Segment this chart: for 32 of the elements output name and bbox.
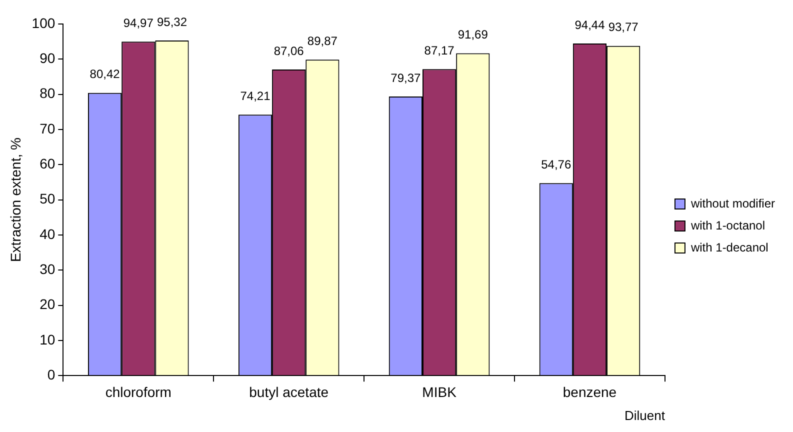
legend-label: without modifier: [690, 196, 776, 210]
y-tick-label: 20: [40, 296, 56, 312]
data-label: 74,21: [240, 88, 271, 103]
y-tick-label: 70: [40, 120, 56, 136]
x-axis-title: Diluent: [624, 408, 666, 423]
y-tick-label: 100: [32, 14, 56, 31]
legend-label: with 1-octanol: [690, 218, 766, 232]
y-tick-label: 30: [40, 260, 56, 277]
data-label: 94,97: [123, 16, 154, 30]
data-label: 95,32: [156, 14, 188, 29]
y-axis-title: Extraction extent, %: [7, 138, 24, 262]
x-tick-label: chloroform: [105, 384, 172, 400]
data-label: 79,37: [390, 70, 422, 85]
data-label: 91,69: [458, 28, 488, 42]
y-tick-label: 60: [40, 156, 56, 172]
data-label: 87,17: [424, 43, 455, 58]
y-tick-label: 50: [40, 190, 56, 207]
x-tick-label: MIBK: [422, 384, 458, 400]
y-tick-label: 40: [40, 226, 56, 242]
data-label: 54,76: [541, 157, 572, 172]
data-label: 87,06: [274, 44, 304, 58]
y-tick-label: 90: [40, 50, 56, 66]
y-tick-label: 0: [47, 366, 56, 382]
y-tick-label: 10: [40, 331, 56, 348]
data-label: 93,77: [608, 20, 639, 34]
data-label: 94,44: [574, 18, 606, 32]
legend-label: with 1-decanol: [690, 240, 768, 254]
y-tick-label: 80: [40, 85, 56, 102]
data-label: 80,42: [90, 67, 120, 82]
data-label: 89,87: [307, 34, 338, 48]
x-tick-label: benzene: [562, 384, 617, 400]
x-tick-label: butyl acetate: [249, 384, 329, 400]
